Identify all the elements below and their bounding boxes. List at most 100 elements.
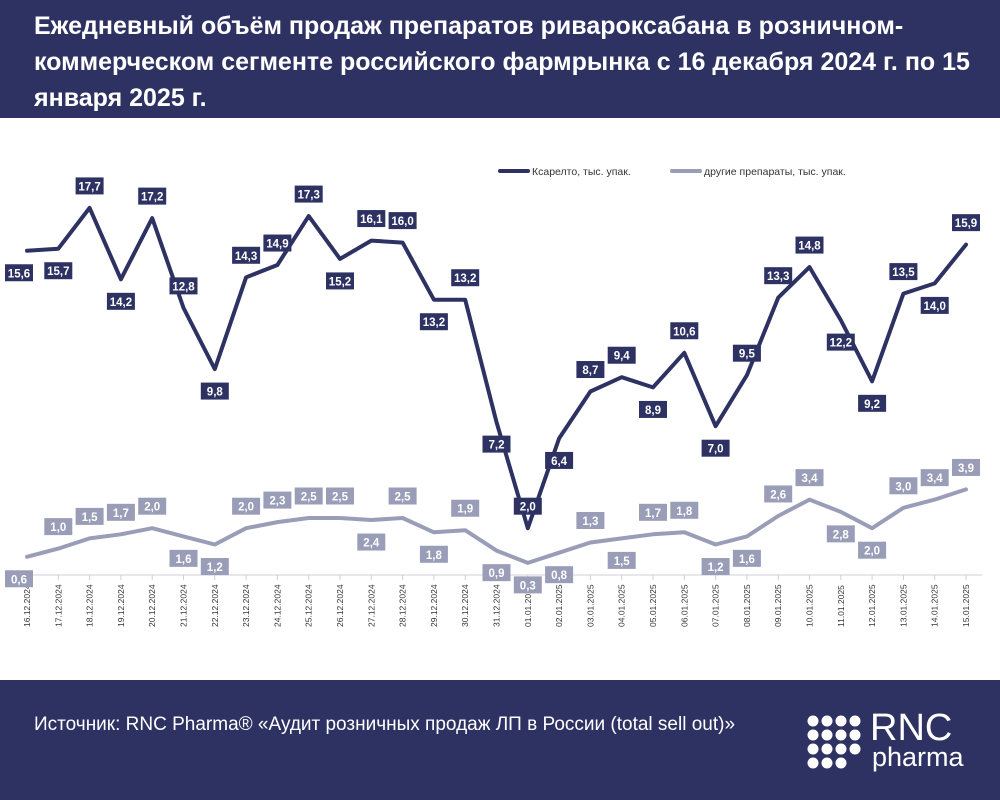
data-label-box — [388, 487, 417, 505]
data-label-xarelto: 16,1 — [357, 210, 386, 228]
data-label-box — [795, 469, 824, 487]
x-tick-label: 22.12.2024 — [210, 584, 220, 627]
x-tick-label: 31.12.2024 — [492, 584, 502, 627]
data-label-text: 2,8 — [833, 529, 850, 541]
data-label-box — [169, 277, 198, 295]
data-label-other: 0,3 — [513, 576, 542, 594]
data-label-other: 3,4 — [795, 469, 824, 487]
data-label-text: 9,5 — [739, 349, 756, 361]
data-label-text: 2,3 — [269, 496, 285, 508]
data-label-xarelto: 7,0 — [701, 439, 730, 457]
data-label-text: 0,6 — [11, 574, 27, 586]
data-label-other: 1,2 — [200, 558, 229, 576]
data-label-other: 1,7 — [106, 503, 135, 521]
header-banner: Ежедневный объём продаж препаратов ривар… — [0, 0, 1000, 118]
line-chart: 16.12.2024 17.12.2024 18.12.2024 19.12.2024… — [5, 166, 982, 627]
data-label-xarelto: 6,4 — [545, 451, 574, 469]
data-label-text: 1,0 — [50, 522, 66, 534]
data-label-box — [75, 507, 104, 525]
x-tick-label: 07.01.2025 — [711, 584, 721, 627]
data-label-xarelto: 14,0 — [920, 296, 949, 314]
chart-area: 16.12.2024 17.12.2024 18.12.2024 19.12.2024… — [0, 118, 1000, 680]
data-label-text: 14,9 — [266, 239, 288, 251]
data-label-xarelto: 2,0 — [513, 497, 542, 515]
data-label-text: 3,4 — [927, 473, 944, 485]
data-label-text: 14,3 — [235, 251, 257, 263]
data-label-text: 1,2 — [708, 562, 724, 574]
data-label-text: 1,8 — [676, 506, 693, 518]
data-label-box — [513, 576, 542, 594]
x-tick-label: 09.01.2025 — [773, 584, 783, 627]
data-label-xarelto: 10,6 — [670, 322, 699, 340]
data-label-box — [294, 487, 323, 505]
data-label-box — [263, 234, 292, 252]
x-tick-label: 05.01.2025 — [648, 584, 658, 627]
x-tick-label: 25.12.2024 — [304, 584, 314, 627]
data-label-xarelto: 14,3 — [232, 246, 261, 264]
data-label-other: 3,9 — [952, 458, 980, 476]
rnc-pharma-logo: RNC pharma — [806, 708, 976, 774]
data-label-other: 2,8 — [826, 525, 855, 543]
data-label-text: 9,2 — [864, 399, 880, 411]
data-label-xarelto: 14,9 — [263, 234, 292, 252]
data-label-other: 1,7 — [639, 503, 667, 521]
data-label-other: 2,0 — [232, 497, 261, 515]
data-label-box — [639, 400, 667, 418]
data-label-text: 14,8 — [798, 241, 821, 253]
data-label-text: 14,0 — [924, 301, 946, 313]
data-label-text: 0,8 — [551, 570, 568, 582]
data-label-box — [451, 499, 480, 517]
data-label-box — [232, 497, 261, 515]
series-line-other — [25, 487, 968, 565]
data-label-box — [607, 551, 636, 569]
data-label-other: 1,8 — [419, 545, 448, 563]
x-tick-label: 08.01.2025 — [742, 584, 752, 627]
data-label-text: 2,0 — [864, 546, 880, 558]
x-tick-label: 24.12.2024 — [272, 584, 282, 627]
data-label-text: 12,8 — [172, 281, 195, 293]
data-label-xarelto: 9,2 — [858, 394, 887, 412]
data-label-box — [576, 361, 605, 379]
data-label-xarelto: 8,9 — [639, 400, 667, 418]
data-label-text: 9,4 — [614, 351, 631, 363]
data-label-box — [75, 177, 104, 195]
data-label-box — [451, 269, 480, 287]
data-label-box — [357, 533, 386, 551]
data-label-box — [294, 185, 323, 203]
data-label-text: 8,7 — [582, 365, 598, 377]
data-label-text: 10,6 — [673, 326, 695, 338]
data-label-xarelto: 15,2 — [326, 272, 354, 290]
data-label-box — [732, 344, 761, 362]
data-label-text: 15,2 — [329, 276, 351, 288]
data-label-other: 2,0 — [138, 497, 167, 515]
data-label-text: 1,9 — [457, 504, 473, 516]
x-tick-label: 11.01.2025 — [836, 585, 846, 627]
data-label-box — [889, 477, 918, 495]
data-label-xarelto: 16,0 — [388, 212, 417, 230]
data-label-box — [732, 549, 761, 567]
data-label-xarelto: 14,2 — [106, 292, 135, 310]
data-label-xarelto: 13,3 — [764, 267, 793, 285]
x-tick-label: 20.12.2024 — [147, 584, 157, 627]
data-label-text: 1,7 — [113, 508, 129, 520]
data-label-text: 3,4 — [802, 473, 819, 485]
logo-text-rnc: RNC — [870, 707, 953, 749]
data-label-text: 15,9 — [955, 218, 977, 230]
data-label-text: 2,0 — [144, 502, 160, 514]
data-label-text: 2,5 — [301, 492, 318, 504]
data-label-other: 0,6 — [5, 570, 33, 588]
data-label-text: 3,0 — [895, 481, 911, 493]
x-axis: 16.12.2024 17.12.2024 18.12.2024 19.12.2024… — [14, 574, 982, 627]
data-labels: 0,6 1,0 1,5 1,7 2,0 1,6 1,2 2,0 2,3 2,5 2,5 2,4 2,5 1… — [5, 177, 980, 594]
x-tick-label: 02.01.2025 — [554, 584, 564, 627]
data-label-text: 0,9 — [489, 568, 505, 580]
x-tick-label: 13.01.2025 — [898, 584, 908, 627]
data-label-text: 8,9 — [645, 405, 661, 417]
data-label-box — [138, 497, 167, 515]
data-label-xarelto: 9,5 — [732, 344, 761, 362]
data-label-text: 1,8 — [426, 550, 443, 562]
data-label-text: 13,3 — [767, 271, 789, 283]
x-tick-label: 12.01.2025 — [867, 584, 877, 627]
x-tick-label: 03.01.2025 — [585, 584, 595, 627]
data-label-xarelto: 9,8 — [200, 382, 229, 400]
